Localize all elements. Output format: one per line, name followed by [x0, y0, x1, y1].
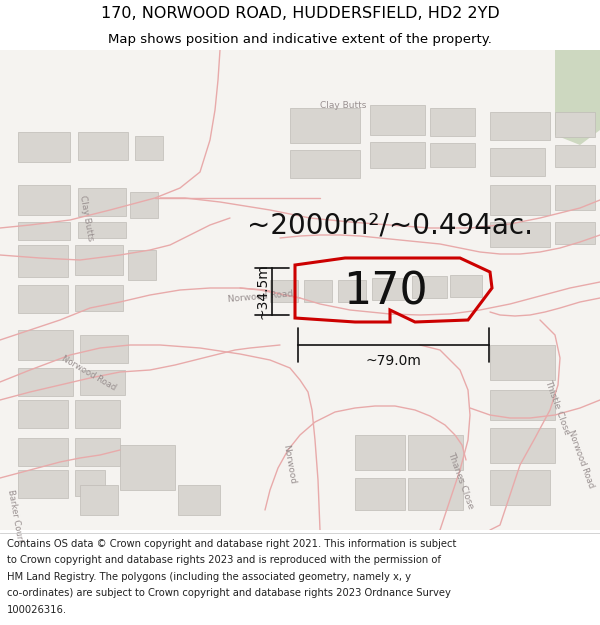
Text: Barker Court: Barker Court: [5, 489, 24, 544]
Bar: [18, 470, 68, 498]
Bar: [78, 132, 128, 160]
Bar: [555, 112, 595, 137]
Bar: [18, 285, 68, 313]
Bar: [370, 105, 425, 135]
Text: Map shows position and indicative extent of the property.: Map shows position and indicative extent…: [108, 32, 492, 46]
Bar: [130, 192, 158, 218]
Text: Clay Butts: Clay Butts: [77, 194, 94, 241]
Bar: [490, 390, 555, 420]
Bar: [304, 280, 332, 302]
Bar: [75, 285, 123, 311]
Bar: [78, 188, 126, 216]
Polygon shape: [555, 50, 600, 145]
Bar: [80, 485, 118, 515]
Text: Thistle Close: Thistle Close: [543, 379, 571, 436]
Bar: [128, 250, 156, 280]
Bar: [555, 185, 595, 210]
Bar: [338, 280, 366, 302]
Bar: [75, 400, 120, 428]
Text: Norwood Road: Norwood Road: [566, 429, 595, 489]
Bar: [490, 428, 555, 463]
Text: HM Land Registry. The polygons (including the associated geometry, namely x, y: HM Land Registry. The polygons (includin…: [7, 572, 411, 582]
Bar: [430, 143, 475, 167]
Text: 100026316.: 100026316.: [7, 605, 67, 615]
Text: Clay Butts: Clay Butts: [320, 101, 367, 111]
Bar: [490, 148, 545, 176]
Text: ~34.5m: ~34.5m: [255, 264, 269, 319]
Bar: [555, 222, 595, 244]
Bar: [408, 478, 463, 510]
Text: Thanes Close: Thanes Close: [446, 451, 475, 510]
Bar: [135, 136, 163, 160]
Bar: [18, 185, 70, 215]
Bar: [490, 112, 550, 140]
Text: Contains OS data © Crown copyright and database right 2021. This information is : Contains OS data © Crown copyright and d…: [7, 539, 457, 549]
Bar: [18, 330, 73, 360]
Bar: [490, 222, 550, 247]
Bar: [18, 222, 70, 240]
Bar: [355, 435, 405, 470]
Bar: [78, 222, 126, 238]
Bar: [178, 485, 220, 515]
Bar: [80, 370, 125, 395]
Text: Norwood Road: Norwood Road: [227, 290, 294, 304]
Text: ~79.0m: ~79.0m: [365, 354, 421, 368]
Text: 170, NORWOOD ROAD, HUDDERSFIELD, HD2 2YD: 170, NORWOOD ROAD, HUDDERSFIELD, HD2 2YD: [101, 6, 499, 21]
Bar: [490, 345, 555, 380]
Bar: [290, 108, 360, 143]
Bar: [270, 280, 298, 302]
Bar: [555, 145, 595, 167]
Bar: [355, 478, 405, 510]
Bar: [430, 108, 475, 136]
Text: Norwood Road: Norwood Road: [60, 354, 117, 392]
Bar: [18, 245, 68, 277]
Bar: [18, 368, 73, 396]
Bar: [120, 445, 175, 490]
Bar: [80, 335, 128, 363]
Text: co-ordinates) are subject to Crown copyright and database rights 2023 Ordnance S: co-ordinates) are subject to Crown copyr…: [7, 588, 451, 598]
Bar: [370, 142, 425, 168]
Bar: [412, 276, 447, 298]
Bar: [18, 438, 68, 466]
Bar: [450, 275, 482, 297]
Text: 170: 170: [343, 271, 427, 314]
Bar: [75, 470, 105, 496]
Text: Norwood: Norwood: [281, 444, 298, 485]
Bar: [372, 278, 404, 300]
Bar: [290, 150, 360, 178]
Bar: [490, 470, 550, 505]
Text: ~2000m²/~0.494ac.: ~2000m²/~0.494ac.: [247, 211, 533, 239]
Bar: [408, 435, 463, 470]
Bar: [18, 132, 70, 162]
Bar: [75, 245, 123, 275]
Bar: [75, 438, 120, 466]
Bar: [18, 400, 68, 428]
Bar: [490, 185, 550, 215]
Text: to Crown copyright and database rights 2023 and is reproduced with the permissio: to Crown copyright and database rights 2…: [7, 555, 441, 565]
